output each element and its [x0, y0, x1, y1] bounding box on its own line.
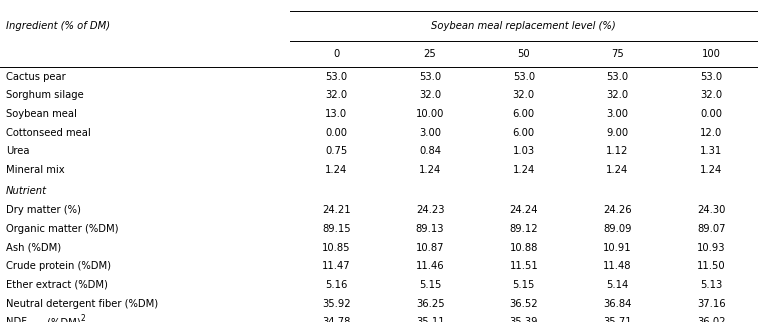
Text: Neutral detergent fiber (%DM): Neutral detergent fiber (%DM) — [6, 298, 158, 308]
Text: 35.92: 35.92 — [322, 298, 351, 308]
Text: Sorghum silage: Sorghum silage — [6, 90, 84, 100]
Text: 1.24: 1.24 — [325, 165, 347, 175]
Text: 1.31: 1.31 — [700, 146, 722, 156]
Text: 12.0: 12.0 — [700, 128, 722, 138]
Text: Organic matter (%DM): Organic matter (%DM) — [6, 224, 118, 234]
Text: 25: 25 — [424, 49, 437, 59]
Text: 32.0: 32.0 — [606, 90, 628, 100]
Text: 53.0: 53.0 — [419, 71, 441, 82]
Text: 32.0: 32.0 — [700, 90, 722, 100]
Text: 13.0: 13.0 — [325, 109, 347, 119]
Text: Nutrient: Nutrient — [6, 186, 47, 196]
Text: 1.24: 1.24 — [512, 165, 535, 175]
Text: 89.15: 89.15 — [322, 224, 351, 234]
Text: 24.30: 24.30 — [697, 205, 725, 215]
Text: Ether extract (%DM): Ether extract (%DM) — [6, 280, 108, 290]
Text: Mineral mix: Mineral mix — [6, 165, 64, 175]
Text: 24.26: 24.26 — [603, 205, 631, 215]
Text: 36.84: 36.84 — [603, 298, 631, 308]
Text: 36.25: 36.25 — [416, 298, 444, 308]
Text: Soybean meal replacement level (%): Soybean meal replacement level (%) — [431, 21, 616, 31]
Text: 50: 50 — [518, 49, 530, 59]
Text: 10.00: 10.00 — [416, 109, 444, 119]
Text: 32.0: 32.0 — [419, 90, 441, 100]
Text: Ingredient (% of DM): Ingredient (% of DM) — [6, 21, 110, 31]
Text: 11.50: 11.50 — [697, 261, 725, 271]
Text: 5.15: 5.15 — [419, 280, 441, 290]
Text: 2: 2 — [80, 314, 85, 322]
Text: 1.24: 1.24 — [606, 165, 628, 175]
Text: 24.24: 24.24 — [509, 205, 538, 215]
Text: 53.0: 53.0 — [606, 71, 628, 82]
Text: 9.00: 9.00 — [606, 128, 628, 138]
Text: (%DM): (%DM) — [44, 317, 80, 322]
Text: 5.16: 5.16 — [325, 280, 348, 290]
Text: 6.00: 6.00 — [512, 128, 535, 138]
Text: 0: 0 — [334, 49, 340, 59]
Text: 53.0: 53.0 — [512, 71, 535, 82]
Text: Soybean meal: Soybean meal — [6, 109, 77, 119]
Text: 1.12: 1.12 — [606, 146, 628, 156]
Text: NDF: NDF — [6, 317, 27, 322]
Text: Crude protein (%DM): Crude protein (%DM) — [6, 261, 111, 271]
Text: 11.51: 11.51 — [509, 261, 538, 271]
Text: 24.23: 24.23 — [416, 205, 444, 215]
Text: 0.84: 0.84 — [419, 146, 441, 156]
Text: 35.39: 35.39 — [509, 317, 538, 322]
Text: 89.07: 89.07 — [697, 224, 725, 234]
Text: 53.0: 53.0 — [325, 71, 347, 82]
Text: 10.87: 10.87 — [416, 242, 444, 252]
Text: Urea: Urea — [6, 146, 30, 156]
Text: 5.13: 5.13 — [700, 280, 722, 290]
Text: 0.00: 0.00 — [325, 128, 347, 138]
Text: 11.46: 11.46 — [416, 261, 444, 271]
Text: 1.03: 1.03 — [512, 146, 535, 156]
Text: 36.02: 36.02 — [697, 317, 725, 322]
Text: 75: 75 — [611, 49, 624, 59]
Text: 35.11: 35.11 — [416, 317, 444, 322]
Text: 11.48: 11.48 — [603, 261, 631, 271]
Text: 1.24: 1.24 — [419, 165, 441, 175]
Text: 0.00: 0.00 — [700, 109, 722, 119]
Text: Ash (%DM): Ash (%DM) — [6, 242, 61, 252]
Text: 89.09: 89.09 — [603, 224, 631, 234]
Text: 37.16: 37.16 — [697, 298, 725, 308]
Text: 3.00: 3.00 — [419, 128, 441, 138]
Text: 0.75: 0.75 — [325, 146, 347, 156]
Text: 10.88: 10.88 — [509, 242, 538, 252]
Text: Cottonseed meal: Cottonseed meal — [6, 128, 91, 138]
Text: 36.52: 36.52 — [509, 298, 538, 308]
Text: Dry matter (%): Dry matter (%) — [6, 205, 81, 215]
Text: 5.14: 5.14 — [606, 280, 628, 290]
Text: 3.00: 3.00 — [606, 109, 628, 119]
Text: 89.12: 89.12 — [509, 224, 538, 234]
Text: 35.71: 35.71 — [603, 317, 631, 322]
Text: Cactus pear: Cactus pear — [6, 71, 66, 82]
Text: 11.47: 11.47 — [322, 261, 351, 271]
Text: 10.91: 10.91 — [603, 242, 631, 252]
Text: 24.21: 24.21 — [322, 205, 351, 215]
Text: 32.0: 32.0 — [512, 90, 535, 100]
Text: 53.0: 53.0 — [700, 71, 722, 82]
Text: cm: cm — [29, 320, 40, 322]
Text: 32.0: 32.0 — [325, 90, 347, 100]
Text: 1.24: 1.24 — [700, 165, 722, 175]
Text: 100: 100 — [702, 49, 721, 59]
Text: 10.93: 10.93 — [697, 242, 725, 252]
Text: 10.85: 10.85 — [322, 242, 351, 252]
Text: 34.78: 34.78 — [322, 317, 351, 322]
Text: 89.13: 89.13 — [416, 224, 444, 234]
Text: 5.15: 5.15 — [512, 280, 535, 290]
Text: 6.00: 6.00 — [512, 109, 535, 119]
